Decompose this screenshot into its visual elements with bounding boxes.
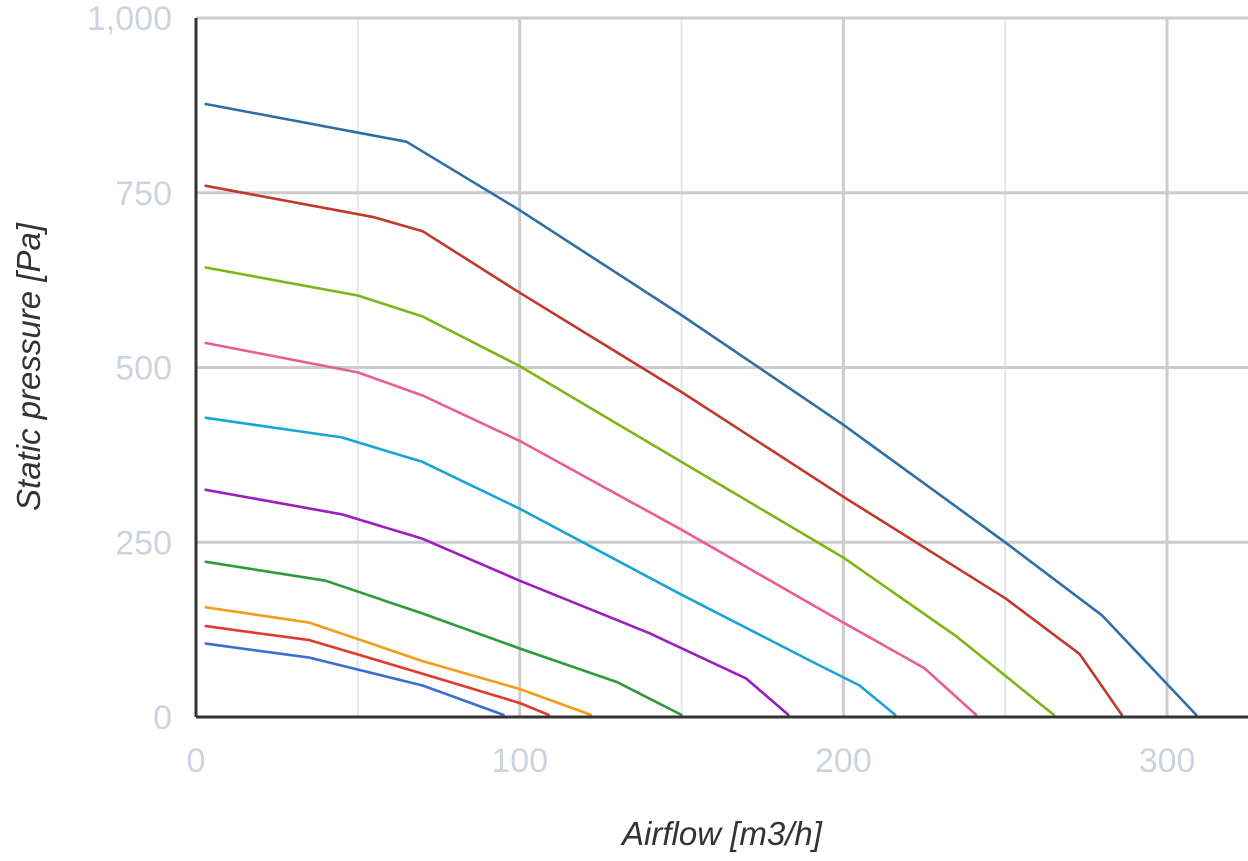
y-tick-label: 250: [115, 524, 172, 562]
x-tick-label: 0: [187, 742, 206, 780]
series-line-3: [204, 266, 1056, 717]
series-line-4: [204, 341, 978, 717]
y-tick-label: 750: [115, 175, 172, 213]
x-tick-label: 100: [491, 742, 548, 780]
x-tick-label: 300: [1139, 742, 1196, 780]
series-line-7: [204, 560, 683, 717]
series-line-6: [204, 488, 790, 717]
series-line-2: [204, 184, 1124, 717]
x-tick-label: 200: [815, 742, 872, 780]
y-axis-title: Static pressure [Pa]: [10, 222, 47, 511]
series-line-5: [204, 416, 897, 717]
tick-labels: 0 100 200 300 0 250 500 750 1,000: [87, 0, 1196, 780]
grid: [196, 16, 1248, 717]
y-tick-label: 500: [115, 350, 172, 388]
x-axis-title: Airflow [m3/h]: [620, 815, 823, 852]
series-line-1: [204, 102, 1198, 717]
axes: [194, 18, 1248, 719]
series-line-10: [204, 642, 505, 717]
series-line-8: [204, 606, 593, 717]
series-line-9: [204, 624, 551, 717]
series-group: [204, 102, 1198, 717]
y-tick-label: 0: [153, 699, 172, 737]
y-tick-label: 1,000: [87, 0, 172, 38]
